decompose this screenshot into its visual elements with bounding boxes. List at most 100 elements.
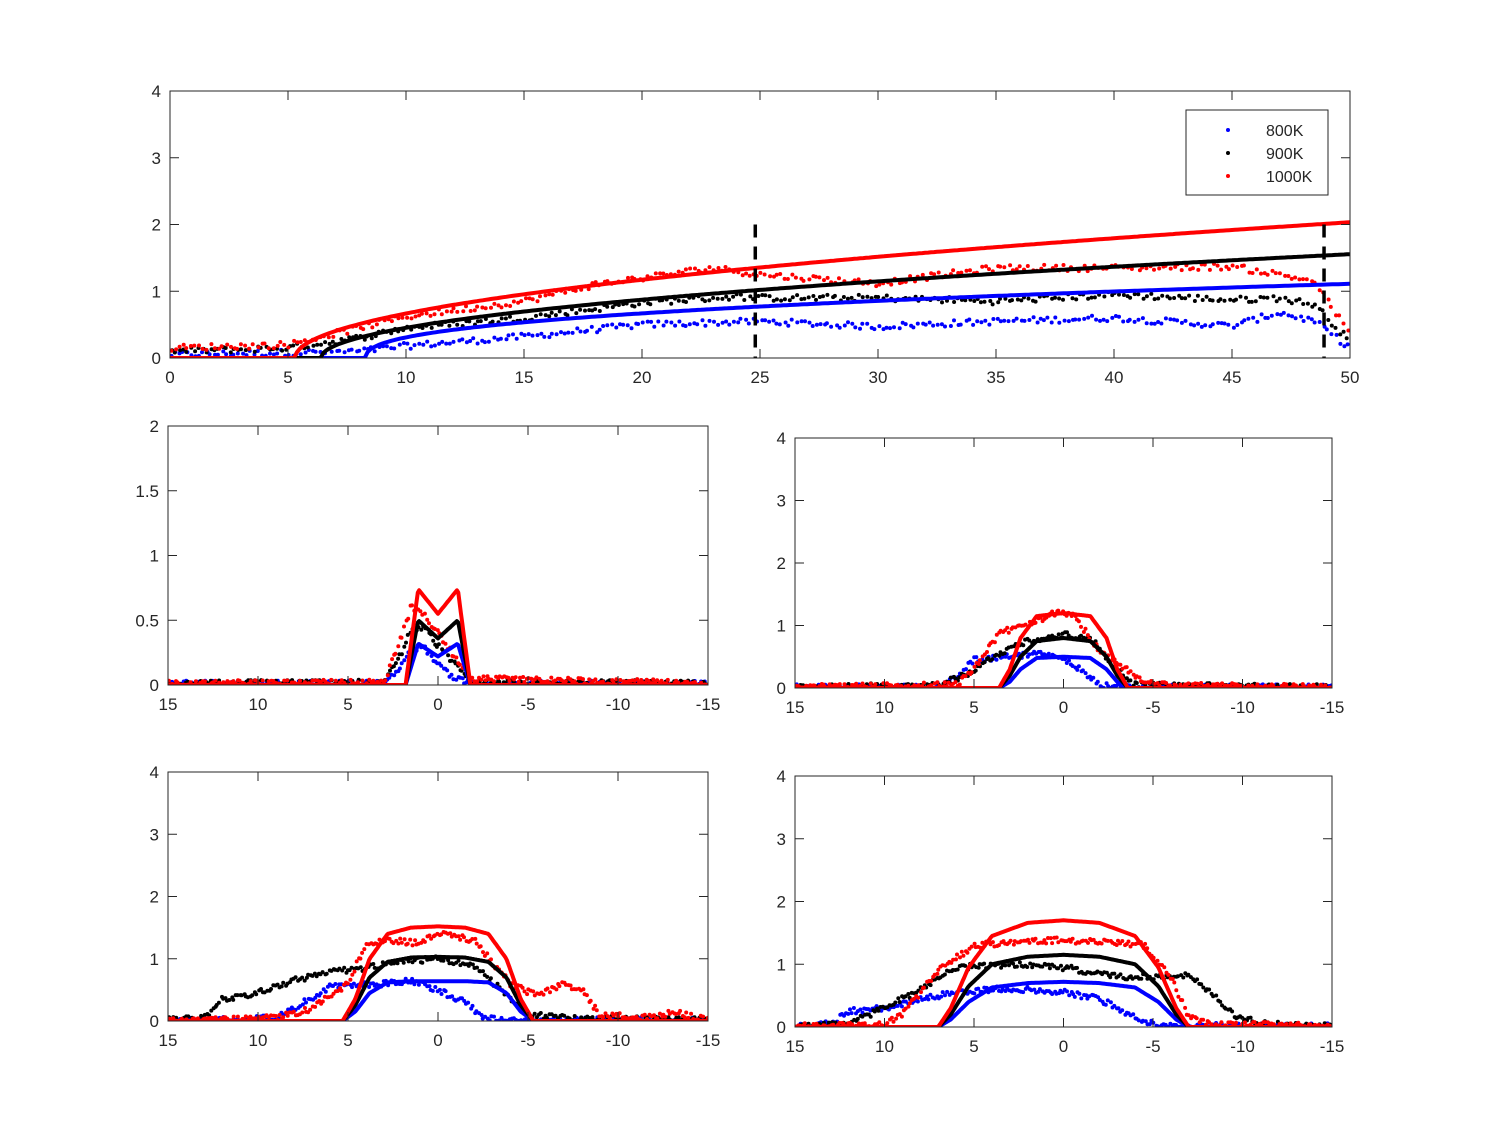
point-1000k <box>680 1014 685 1018</box>
point-800k <box>1136 317 1141 322</box>
point-800k <box>860 321 865 326</box>
point-800k <box>306 996 311 1001</box>
point-1000k <box>573 288 578 293</box>
point-900k <box>1249 299 1254 304</box>
point-900k <box>948 675 953 680</box>
point-900k <box>532 1011 537 1016</box>
point-900k <box>674 1015 679 1020</box>
point-900k <box>849 295 854 300</box>
point-1000k <box>277 1013 282 1017</box>
point-1000k <box>1133 942 1138 946</box>
point-800k <box>399 661 404 666</box>
fit-line-800k <box>168 979 708 1021</box>
point-1000k <box>1297 277 1302 282</box>
point-900k <box>583 308 587 313</box>
point-800k <box>720 320 725 325</box>
point-900k <box>447 323 452 328</box>
point-1000k <box>499 305 504 310</box>
point-800k <box>451 677 456 682</box>
point-900k <box>327 341 332 346</box>
point-800k <box>1322 324 1327 329</box>
point-1000k <box>511 299 516 304</box>
point-800k <box>837 325 842 330</box>
point-1000k <box>1083 938 1088 943</box>
point-1000k <box>1093 940 1098 945</box>
point-1000k <box>508 304 513 308</box>
point-1000k <box>329 677 334 682</box>
legend-marker-800k <box>1226 128 1230 132</box>
legend-label-1000k: 1000K <box>1266 169 1313 186</box>
point-900k <box>1187 293 1192 298</box>
point-800k <box>337 348 342 353</box>
point-1000k <box>524 296 528 301</box>
point-900k <box>1228 297 1233 302</box>
point-800k <box>939 322 944 327</box>
point-800k <box>566 330 571 335</box>
point-800k <box>304 1000 308 1005</box>
point-1000k <box>400 315 405 320</box>
point-900k <box>727 297 731 302</box>
point-1000k <box>1126 670 1131 675</box>
point-800k <box>489 1014 494 1019</box>
point-1000k <box>785 277 790 281</box>
point-900k <box>593 307 598 312</box>
point-900k <box>1297 297 1302 302</box>
point-900k <box>1026 296 1031 301</box>
point-1000k <box>593 1003 598 1008</box>
fit-line-800k <box>170 281 1350 358</box>
point-800k <box>774 321 779 326</box>
point-800k <box>428 988 433 992</box>
point-1000k <box>200 346 205 351</box>
point-1000k <box>389 939 394 944</box>
point-800k <box>504 337 509 342</box>
point-900k <box>557 309 562 314</box>
point-1000k <box>285 1013 290 1018</box>
point-800k <box>401 341 406 345</box>
point-900k <box>940 300 944 305</box>
point-800k <box>1286 313 1291 318</box>
point-1000k <box>525 992 530 997</box>
point-800k <box>1144 321 1149 326</box>
point-800k <box>215 352 220 357</box>
point-1000k <box>1183 1005 1188 1010</box>
point-800k <box>640 320 645 325</box>
point-900k <box>982 299 987 304</box>
point-900k <box>616 303 621 307</box>
y-tick-label: 3 <box>152 149 161 168</box>
point-800k <box>1077 317 1082 322</box>
point-800k <box>394 669 398 674</box>
point-1000k <box>920 272 925 277</box>
point-800k <box>432 343 437 348</box>
point-1000k <box>919 990 923 995</box>
point-1000k <box>846 1021 851 1026</box>
point-800k <box>511 332 515 337</box>
point-800k <box>979 320 984 325</box>
point-800k <box>601 324 606 328</box>
point-900k <box>799 297 804 302</box>
point-1000k <box>842 682 847 687</box>
point-1000k <box>1179 268 1184 273</box>
point-800k <box>763 318 768 323</box>
point-800k <box>881 327 886 332</box>
point-1000k <box>472 308 477 313</box>
point-1000k <box>181 342 186 347</box>
point-1000k <box>477 675 481 680</box>
point-900k <box>233 993 238 998</box>
point-800k <box>618 322 622 327</box>
y-tick-label: 3 <box>777 492 786 511</box>
point-1000k <box>603 1011 608 1016</box>
point-900k <box>433 642 438 647</box>
point-900k <box>1154 973 1159 978</box>
point-900k <box>993 653 997 658</box>
point-800k <box>1040 989 1045 994</box>
point-1000k <box>778 272 783 276</box>
point-800k <box>877 324 882 329</box>
point-1000k <box>966 670 971 675</box>
point-900k <box>342 965 347 970</box>
point-800k <box>1035 320 1040 325</box>
point-900k <box>1030 965 1035 970</box>
point-1000k <box>813 274 818 279</box>
point-1000k <box>431 934 436 939</box>
x-tick-label: -5 <box>1145 1037 1160 1056</box>
point-800k <box>456 675 461 680</box>
